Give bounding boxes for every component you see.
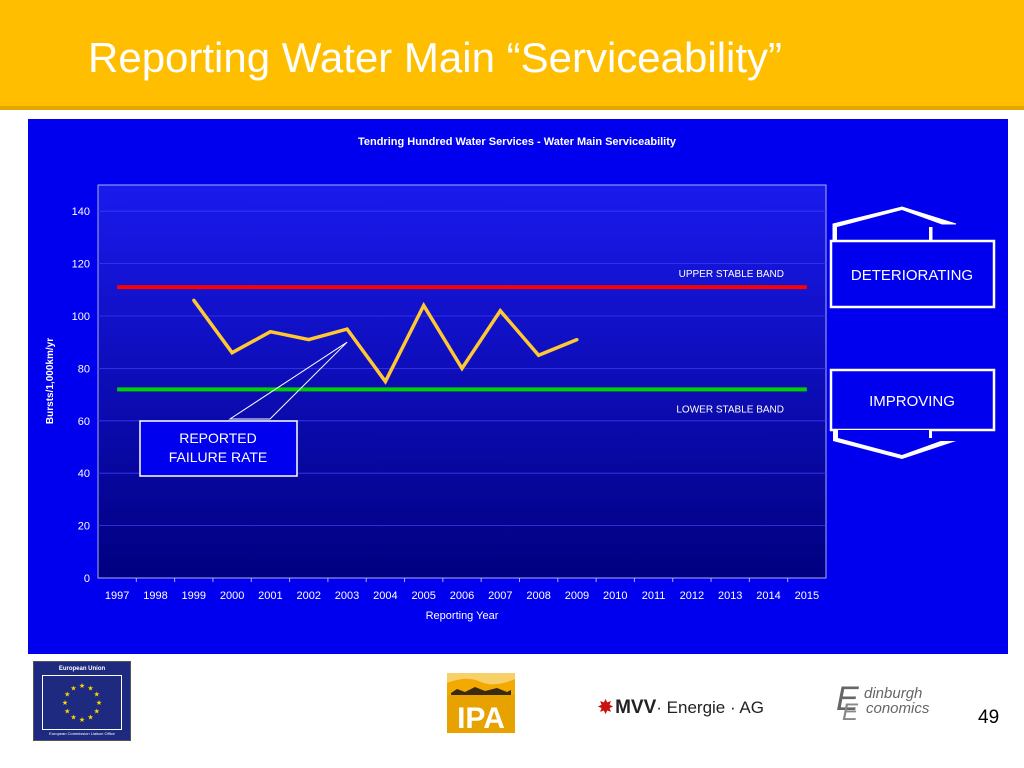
title-bar [0,0,1024,110]
x-tick-label: 2006 [450,590,474,602]
ed-logo-line2: conomics [866,700,930,717]
eu-star-icon: ★ [87,684,93,692]
eu-star-icon: ★ [64,708,70,716]
ipa-logo-icon: IPA [447,673,515,735]
eu-logo-title: European Union [58,666,106,672]
x-tick-label: 2003 [335,590,359,602]
y-tick-label: 80 [78,363,90,375]
callout-line-1: REPORTED [179,430,257,446]
eu-star-icon: ★ [94,708,100,716]
improving-arrow-down-inner [838,430,949,455]
data-point [268,330,273,334]
chart-svg: Tendring Hundred Water Services - Water … [45,136,996,622]
mvv-brand: MVV [615,697,657,718]
lower-stable-band-label: LOWER STABLE BAND [676,404,784,415]
eu-flag-icon: ★ ★ ★ ★ ★ ★ ★ ★ ★ ★ ★ ★ [42,675,122,730]
eu-star-icon: ★ [79,716,85,724]
eu-star-icon: ★ [70,714,76,722]
eu-star-icon: ★ [87,714,93,722]
x-tick-label: 2015 [795,590,819,602]
edinburgh-economics-logo: E E dinburgh conomics [836,680,946,726]
mvv-rest: · Energie · AG [656,698,764,717]
y-tick-label: 20 [78,521,90,533]
svg-text:E: E [836,682,859,718]
x-tick-label: 2011 [642,590,666,602]
x-tick-label: 1998 [143,590,167,602]
data-point [345,327,349,331]
ipa-logo: IPA [447,673,515,735]
eu-star-icon: ★ [79,682,85,690]
eu-star-icon: ★ [70,684,76,692]
eu-star-icon: ★ [64,691,70,699]
x-tick-label: 2007 [488,590,512,602]
y-tick-label: 140 [72,206,90,218]
improving-indicator: IMPROVING [829,368,996,459]
plot-area [97,184,827,579]
x-tick-label: 2013 [718,590,742,602]
upper-stable-band-label: UPPER STABLE BAND [679,269,784,280]
x-tick-label: 2000 [220,590,244,602]
x-tick-label: 2005 [411,590,435,602]
deteriorating-indicator: DETERIORATING [829,206,996,309]
deteriorating-label: DETERIORATING [851,267,973,284]
chart-panel: Tendring Hundred Water Services - Water … [28,119,1008,654]
data-point [192,298,196,302]
mvv-energie-logo: ✸ MVV· Energie · AG [598,697,764,719]
mvv-star-icon: ✸ [598,697,614,717]
x-tick-label: 2014 [756,590,780,602]
data-point [537,353,541,357]
svg-text:E: E [842,699,859,722]
y-tick-label: 0 [84,573,90,585]
data-point [307,337,311,342]
y-tick-labels: 0 20 40 60 80 100 120 140 [72,206,90,585]
callout-tail [228,341,348,420]
eu-star-icon: ★ [96,699,102,707]
x-tick-label: 2004 [373,590,397,602]
y-tick-label: 40 [78,468,90,480]
slide-title: Reporting Water Main “Serviceability” [88,34,783,81]
reported-failure-rate-callout: REPORTED FAILURE RATE [139,341,348,477]
y-tick-label: 60 [78,416,90,428]
x-tick-label: 2002 [296,590,320,602]
eu-stars-icon: ★★★★★★★★★ ★ ★★ [62,682,102,724]
deteriorating-arrow-up-inner [837,210,949,241]
data-point [575,337,579,342]
eu-star-icon: ★ [62,699,68,707]
callout-box [139,420,298,477]
series-layer [192,298,579,385]
edinburgh-economics-icon: E E dinburgh conomics [836,680,930,726]
y-axis-title: Bursts/1,000km/yr [45,338,56,424]
x-axis-title: Reporting Year [426,610,499,622]
data-point [460,366,464,370]
eu-logo-subtitle: European Commission Liaison Office [49,731,115,736]
x-tick-label: 2010 [603,590,627,602]
data-point [422,303,426,308]
eu-star-icon: ★ [94,691,100,699]
x-tick-label: 2008 [526,590,550,602]
chart-title: Tendring Hundred Water Services - Water … [358,136,677,148]
title-bar-shadow [0,106,1024,110]
x-tick-label: 1999 [182,590,206,602]
y-tick-label: 100 [72,311,90,323]
improving-label: IMPROVING [869,393,955,410]
x-tick-label: 2001 [258,590,282,602]
x-tick-label: 2012 [680,590,704,602]
reference-bands: UPPER STABLE BAND LOWER STABLE BAND [117,269,807,415]
deteriorating-box [829,239,996,309]
callout-line-2: FAILURE RATE [169,449,268,465]
y-tick-label: 120 [72,259,90,271]
data-point [383,379,387,384]
data-point [498,309,502,313]
x-tick-label: 2009 [565,590,589,602]
x-tick-labels: 1997 1998 1999 2000 2001 2002 2003 2004 2005 2006… [105,590,819,602]
page-number: 49 [978,707,1000,728]
ed-logo-line1: dinburgh [864,685,922,702]
ipa-logo-text: IPA [457,702,505,733]
european-union-logo: European Union ★ ★ ★ ★ ★ ★ ★ ★ ★ ★ ★ ★ European Com… [33,661,131,741]
data-point [230,351,234,355]
x-tick-label: 1997 [105,590,129,602]
